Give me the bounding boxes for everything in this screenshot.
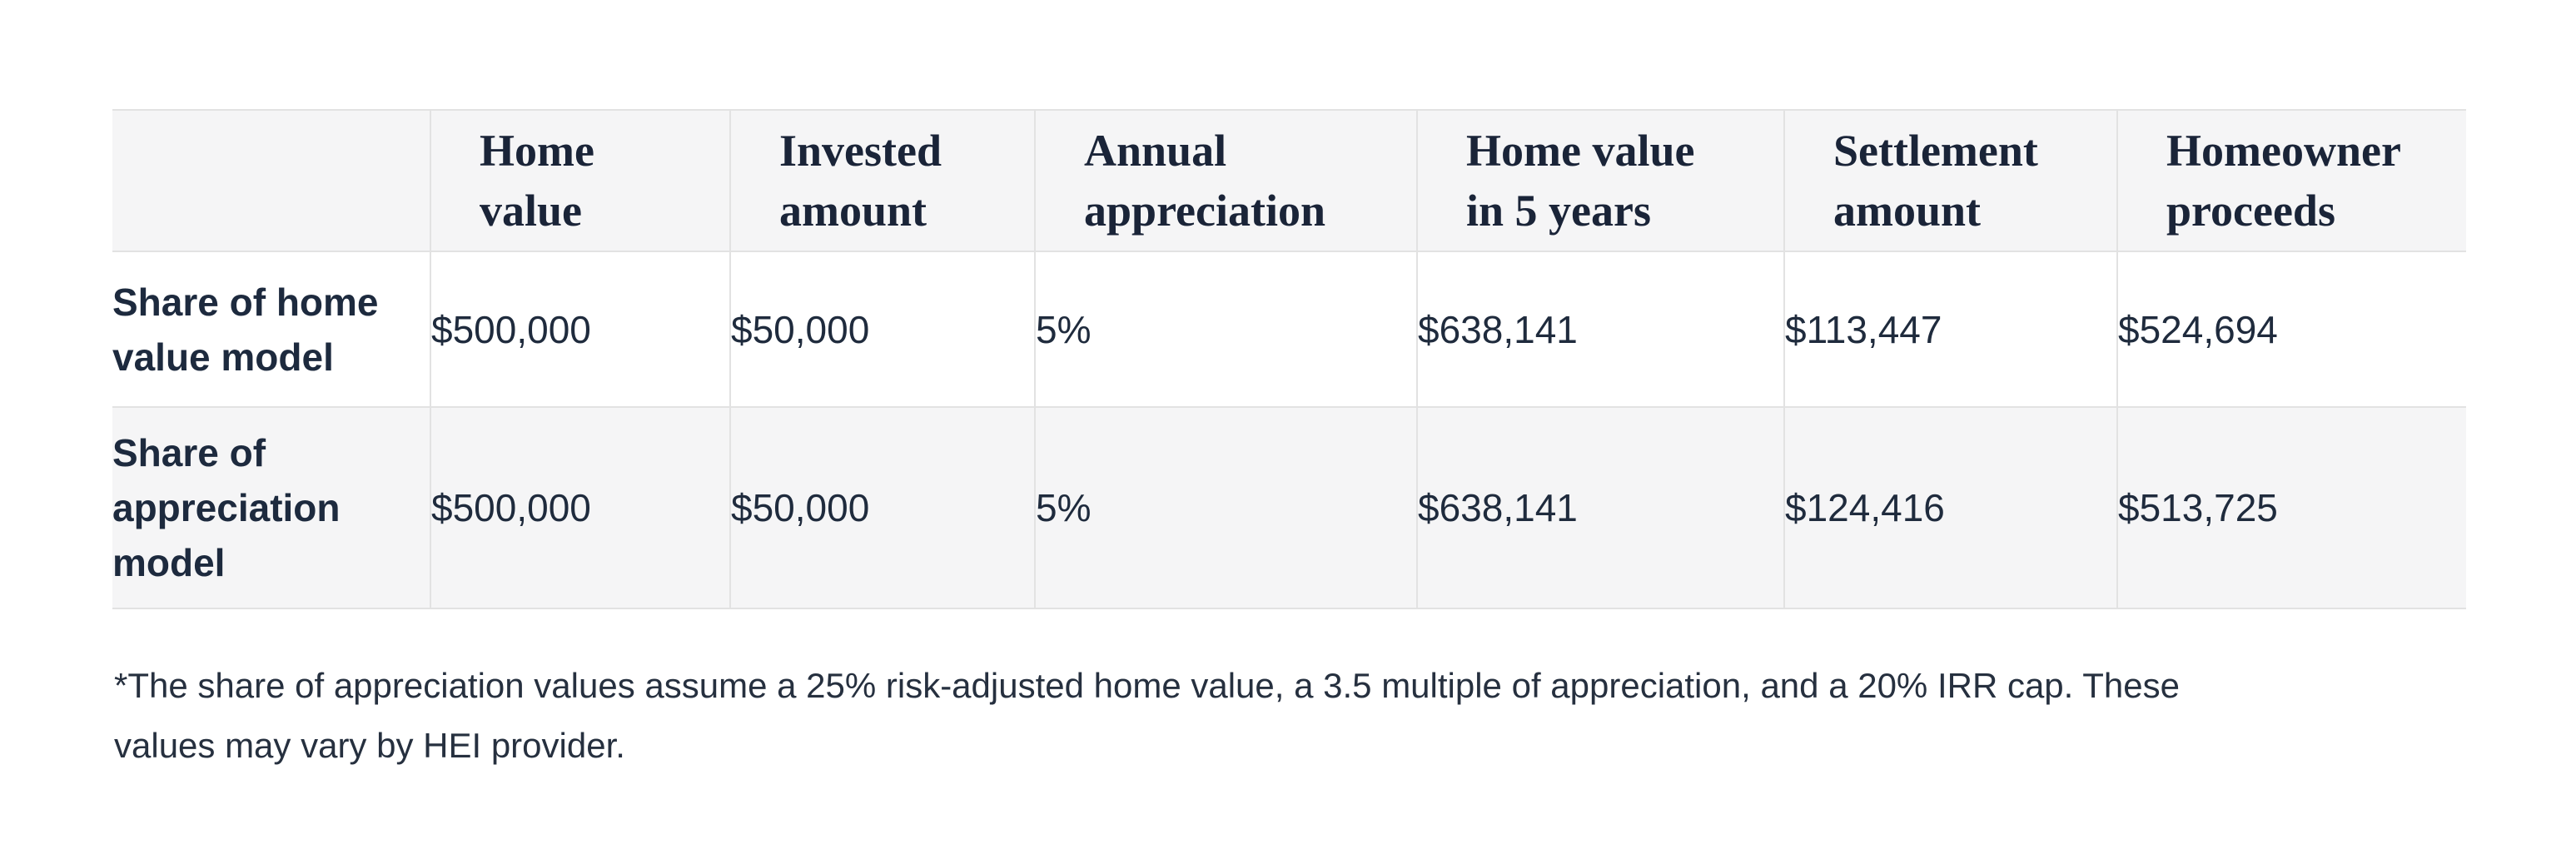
- cell-home-value-in-5-years: $638,141: [1417, 251, 1785, 407]
- cell-annual-appreciation: 5%: [1035, 406, 1418, 609]
- header-row: Home value Invested amount Annual appreciat…: [112, 109, 2466, 251]
- cell-home-value: $500,000: [430, 406, 731, 609]
- cell-home-value: $500,000: [430, 251, 731, 407]
- cell-invested-amount: $50,000: [730, 251, 1036, 407]
- column-header-settlement-amount: Settlement amount: [1784, 109, 2118, 251]
- column-header-invested-amount: Invested amount: [730, 109, 1036, 251]
- corner-cell: [112, 109, 431, 251]
- column-header-home-value: Home value: [430, 109, 731, 251]
- cell-homeowner-proceeds: $513,725: [2117, 406, 2466, 609]
- column-header-home-value-in-5-years: Home value in 5 years: [1417, 109, 1785, 251]
- cell-invested-amount: $50,000: [730, 406, 1036, 609]
- cell-settlement-amount: $124,416: [1784, 406, 2118, 609]
- footnote: *The share of appreciation values assume…: [114, 666, 2180, 765]
- column-header-homeowner-proceeds: Homeowner proceeds: [2117, 109, 2466, 251]
- table-row-share-of-appreciation-model: Share of appreciation model $500,000 $50,0…: [112, 406, 2466, 609]
- cell-home-value-in-5-years: $638,141: [1417, 406, 1785, 609]
- cell-homeowner-proceeds: $524,694: [2117, 251, 2466, 407]
- column-header-annual-appreciation: Annual appreciation: [1035, 109, 1418, 251]
- hei-comparison-table: Home value Invested amount Annual appreciat…: [112, 109, 2466, 609]
- row-label-share-of-home-value-model: Share of home value model: [112, 251, 431, 407]
- cell-annual-appreciation: 5%: [1035, 251, 1418, 407]
- cell-settlement-amount: $113,447: [1784, 251, 2118, 407]
- row-label-share-of-appreciation-model: Share of appreciation model: [112, 406, 431, 609]
- table-row-share-of-home-value-model: Share of home value model $500,000 $50,00…: [112, 251, 2466, 407]
